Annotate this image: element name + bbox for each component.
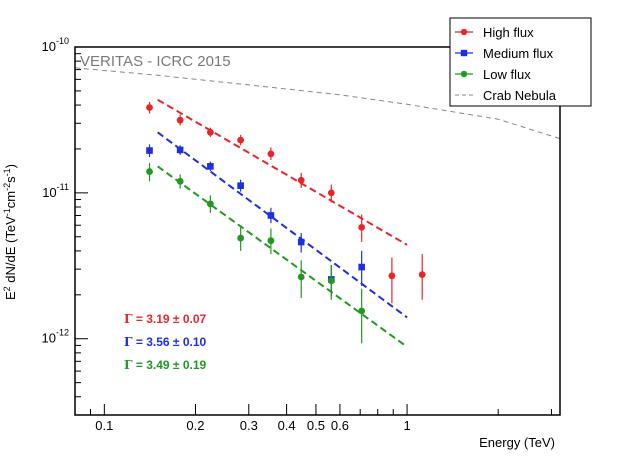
data-point-medium-flux [207, 163, 214, 170]
x-tick-label: 0.5 [307, 418, 325, 433]
data-point-low-flux [297, 273, 305, 281]
legend-entry-medium-flux: Medium flux [455, 46, 554, 61]
x-tick-label: 0.1 [95, 418, 113, 433]
crab-nebula-curve [74, 67, 561, 140]
data-point-high-flux [237, 136, 245, 144]
y-tick-label: 10-10 [42, 36, 69, 54]
legend-label: Medium flux [483, 46, 554, 61]
data-point-high-flux [358, 223, 366, 231]
data-point-high-flux [176, 116, 184, 124]
data-point-high-flux [297, 176, 305, 184]
x-tick-label: 0.2 [186, 418, 204, 433]
x-tick-label: 0.6 [331, 418, 349, 433]
fit-line-medium-flux [157, 131, 408, 319]
legend-marker [460, 70, 468, 78]
data-point-low-flux [358, 307, 366, 315]
data-point-low-flux [327, 277, 335, 285]
data-point-low-flux [267, 237, 275, 245]
legend: High flux Medium flux Low flux Crab Nebu… [449, 17, 592, 107]
data-point-high-flux [146, 104, 153, 111]
y-tick-label: 10-11 [42, 182, 69, 200]
data-point-medium-flux [297, 238, 305, 246]
data-point-low-flux [237, 234, 245, 242]
legend-label: High flux [483, 25, 534, 40]
data-point-high-flux [327, 189, 335, 197]
data-point-medium-flux [146, 147, 153, 154]
data-point-low-flux [146, 168, 153, 175]
fit-label-medium: Γ = 3.56 ± 0.10 [124, 335, 206, 349]
data-point-high-flux [418, 271, 426, 279]
fit-lines-group [157, 98, 408, 348]
fit-line-low-flux [157, 165, 408, 348]
axis-ticks-group: 0.1 0.2 0.3 0.4 0.5 0.6 1 10-10 10-11 10-12 [42, 36, 553, 433]
y-tick-label: 10-12 [42, 328, 69, 346]
data-point-high-flux [206, 128, 214, 136]
legend-label: Crab Nebula [483, 88, 557, 103]
annotation-label: VERITAS - ICRC 2015 [80, 53, 231, 70]
data-point-medium-flux [176, 146, 184, 154]
data-point-low-flux [176, 177, 184, 185]
data-point-low-flux [206, 200, 214, 208]
legend-entry-high-flux: High flux [455, 25, 534, 40]
x-tick-label: 0.3 [240, 418, 258, 433]
legend-label: Low flux [483, 67, 531, 82]
legend-marker [460, 28, 468, 36]
data-point-medium-flux [267, 212, 275, 219]
x-tick-label: 0.4 [278, 418, 296, 433]
plot-frame [74, 46, 561, 416]
data-point-high-flux [267, 150, 275, 158]
data-point-high-flux [388, 272, 396, 280]
y-axis-label: E2 dN/dE (TeV-1cm-2s-1) [2, 164, 18, 300]
legend-entry-low-flux: Low flux [455, 67, 531, 82]
crab-nebula-curve-group [74, 67, 561, 140]
legend-entry-crab-nebula: Crab Nebula [455, 88, 557, 103]
legend-box [449, 17, 592, 107]
legend-marker [460, 49, 468, 57]
data-point-medium-flux [237, 182, 244, 189]
fit-label-high: Γ = 3.19 ± 0.07 [124, 312, 206, 326]
x-axis-label: Energy (TeV) [479, 435, 555, 450]
fit-line-high-flux [157, 98, 408, 246]
data-points-group [146, 101, 426, 344]
fit-label-low: Γ = 3.49 ± 0.19 [124, 358, 206, 372]
x-tick-label: 1 [403, 418, 410, 433]
fit-index-labels: Γ = 3.19 ± 0.07 Γ = 3.56 ± 0.10 Γ = 3.49… [124, 312, 206, 372]
data-point-medium-flux [358, 263, 365, 271]
